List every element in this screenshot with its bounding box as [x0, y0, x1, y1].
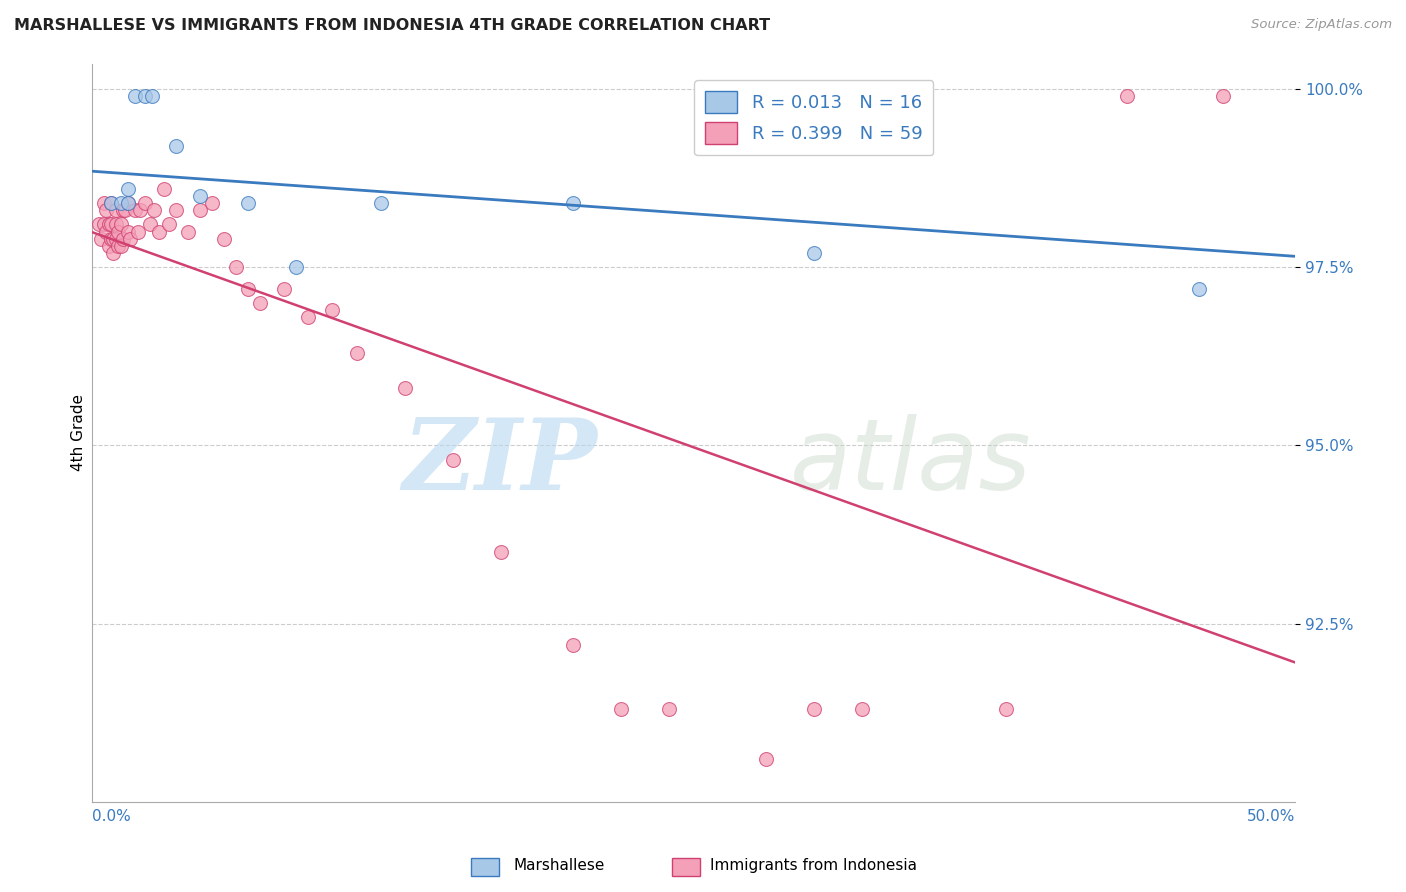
Point	[110, 218, 132, 232]
Point	[1115, 89, 1137, 103]
Point	[297, 310, 319, 325]
Point	[321, 303, 343, 318]
Point	[346, 345, 368, 359]
Point	[165, 203, 187, 218]
Point	[110, 239, 132, 253]
Point	[188, 203, 211, 218]
Point	[104, 232, 127, 246]
Point	[148, 225, 170, 239]
Text: atlas: atlas	[790, 414, 1032, 511]
Point	[141, 89, 163, 103]
Point	[97, 239, 120, 253]
Point	[93, 196, 115, 211]
Point	[127, 225, 149, 239]
Point	[188, 189, 211, 203]
Point	[93, 218, 115, 232]
Point	[803, 246, 825, 260]
Point	[110, 196, 132, 211]
Point	[134, 196, 156, 211]
Point	[117, 196, 139, 211]
Point	[1188, 282, 1211, 296]
Point	[238, 282, 260, 296]
Text: Source: ZipAtlas.com: Source: ZipAtlas.com	[1251, 18, 1392, 31]
Point	[96, 203, 118, 218]
Point	[562, 196, 585, 211]
Point	[212, 232, 235, 246]
Point	[90, 232, 112, 246]
Point	[120, 232, 142, 246]
Text: Marshallese: Marshallese	[513, 858, 605, 872]
Point	[97, 218, 120, 232]
Point	[129, 203, 152, 218]
Point	[103, 232, 125, 246]
Point	[1212, 89, 1234, 103]
Point	[96, 225, 118, 239]
Point	[107, 239, 129, 253]
Point	[995, 702, 1018, 716]
Point	[370, 196, 392, 211]
Text: 0.0%: 0.0%	[91, 809, 131, 824]
Point	[238, 196, 260, 211]
Point	[658, 702, 681, 716]
Point	[803, 702, 825, 716]
Text: ZIP: ZIP	[402, 414, 598, 511]
Text: 50.0%: 50.0%	[1247, 809, 1295, 824]
Point	[201, 196, 224, 211]
Point	[100, 196, 122, 211]
Legend: R = 0.013   N = 16, R = 0.399   N = 59: R = 0.013 N = 16, R = 0.399 N = 59	[695, 80, 934, 155]
Point	[273, 282, 295, 296]
Point	[112, 232, 135, 246]
Point	[134, 89, 156, 103]
Text: Immigrants from Indonesia: Immigrants from Indonesia	[710, 858, 917, 872]
Point	[117, 182, 139, 196]
Point	[100, 218, 122, 232]
Point	[107, 225, 129, 239]
Point	[562, 638, 585, 652]
Point	[489, 545, 512, 559]
Point	[112, 203, 135, 218]
Point	[100, 196, 122, 211]
Point	[104, 218, 127, 232]
Point	[138, 218, 160, 232]
Text: MARSHALLESE VS IMMIGRANTS FROM INDONESIA 4TH GRADE CORRELATION CHART: MARSHALLESE VS IMMIGRANTS FROM INDONESIA…	[14, 18, 770, 33]
Point	[124, 89, 146, 103]
Point	[394, 381, 416, 395]
Point	[225, 260, 247, 275]
Point	[124, 203, 146, 218]
Point	[117, 225, 139, 239]
Y-axis label: 4th Grade: 4th Grade	[72, 394, 86, 472]
Point	[143, 203, 166, 218]
Point	[610, 702, 633, 716]
Point	[157, 218, 180, 232]
Point	[117, 196, 139, 211]
Point	[441, 452, 464, 467]
Point	[177, 225, 200, 239]
Point	[153, 182, 176, 196]
Point	[851, 702, 873, 716]
Point	[103, 246, 125, 260]
Point	[755, 752, 778, 766]
Point	[114, 203, 136, 218]
Point	[249, 296, 271, 310]
Point	[104, 203, 127, 218]
Point	[165, 139, 187, 153]
Point	[87, 218, 110, 232]
Point	[285, 260, 308, 275]
Point	[100, 232, 122, 246]
